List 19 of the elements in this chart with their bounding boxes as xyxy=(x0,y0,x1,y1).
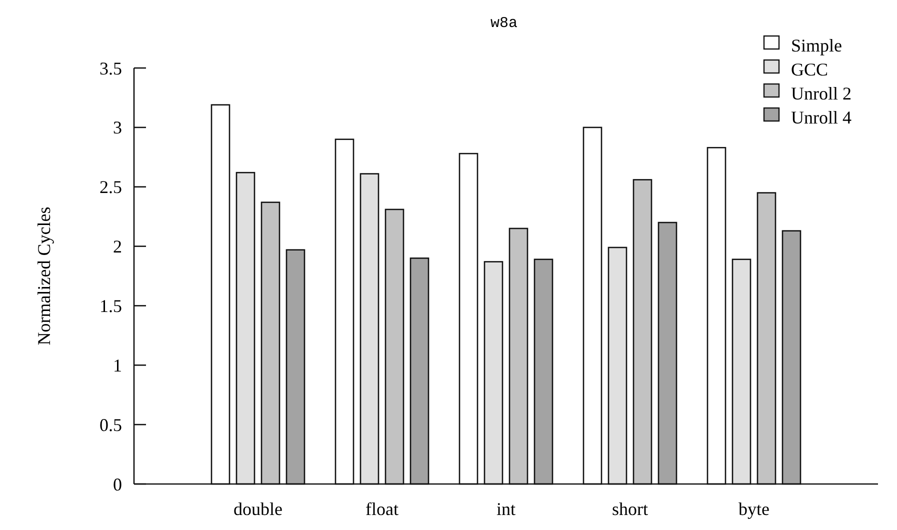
legend-label: Simple xyxy=(791,35,842,56)
legend-label: GCC xyxy=(791,59,828,80)
y-tick-label: 3 xyxy=(113,118,122,138)
y-tick-label: 2 xyxy=(113,236,122,257)
y-tick-label: 1 xyxy=(113,355,122,376)
y-tick-label: 3.5 xyxy=(100,58,122,78)
x-tick-label: short xyxy=(612,499,648,519)
x-tick-label: int xyxy=(496,499,516,519)
legend-label: Unroll 4 xyxy=(791,107,852,128)
y-tick-label: 1.5 xyxy=(100,296,122,316)
y-axis-title: Normalized Cycles xyxy=(34,206,54,346)
y-tick-label: 0.5 xyxy=(100,414,122,435)
legend-label: Unroll 2 xyxy=(791,83,852,104)
chart-title: w8a xyxy=(490,15,518,32)
y-tick-label: 0 xyxy=(113,474,122,494)
y-tick-label: 2.5 xyxy=(100,177,122,198)
x-tick-label: double xyxy=(234,499,282,519)
x-tick-label: byte xyxy=(738,499,770,519)
x-tick-label: float xyxy=(366,499,398,519)
